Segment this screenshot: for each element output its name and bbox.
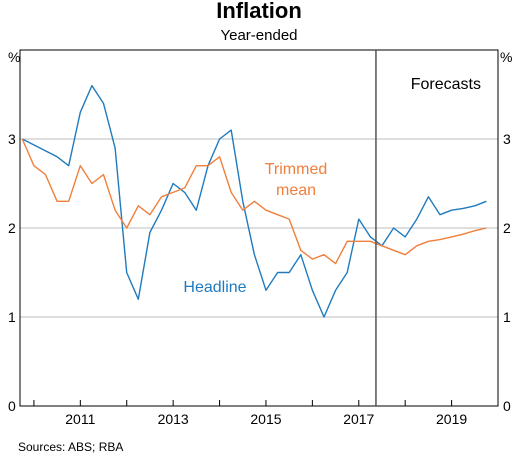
grid-lines (20, 138, 498, 318)
x-tick-label-2017: 2017 (343, 411, 374, 427)
y-tick-right-2: 2 (503, 220, 511, 236)
series-labels: Headline Trimmed mean (183, 161, 327, 296)
chart-subtitle: Year-ended (220, 27, 297, 44)
y-tick-left-2: 2 (8, 220, 16, 236)
y-unit-right: % (500, 49, 512, 65)
y-tick-left-1: 1 (8, 309, 16, 325)
series-label-headline: Headline (183, 279, 246, 296)
y-tick-left-3: 3 (8, 131, 16, 147)
x-tick-label-2015: 2015 (250, 411, 281, 427)
series-label-line: mean (276, 182, 316, 199)
series-label-line: Trimmed (265, 161, 328, 178)
axis-ticks: 0 0 1 1 2 2 3 3 2011 2013 2015 2017 2019 (8, 131, 511, 427)
source-note: Sources: ABS; RBA (18, 440, 123, 454)
series-label-line: Headline (183, 279, 246, 296)
x-tick-label-2019: 2019 (436, 411, 467, 427)
series-layer (21, 84, 487, 318)
y-unit-left: % (8, 49, 20, 65)
y-tick-right-1: 1 (503, 309, 511, 325)
y-tick-right-0: 0 (503, 398, 511, 414)
x-tick-label-2013: 2013 (158, 411, 189, 427)
plot-frame (19, 49, 499, 407)
forecast-label: Forecasts (411, 76, 481, 93)
x-tick-label-2011: 2011 (65, 411, 95, 427)
chart-title: Inflation (216, 0, 302, 23)
y-tick-left-0: 0 (8, 398, 16, 414)
series-line-trimmed-mean (21, 138, 487, 265)
series-label-trimmed-mean: Trimmed mean (265, 161, 328, 199)
y-tick-right-3: 3 (503, 131, 511, 147)
series-line-headline (21, 84, 487, 318)
